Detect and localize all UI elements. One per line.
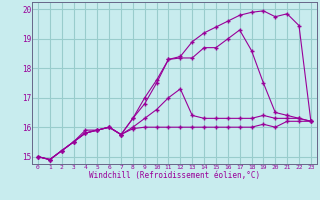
X-axis label: Windchill (Refroidissement éolien,°C): Windchill (Refroidissement éolien,°C) — [89, 171, 260, 180]
